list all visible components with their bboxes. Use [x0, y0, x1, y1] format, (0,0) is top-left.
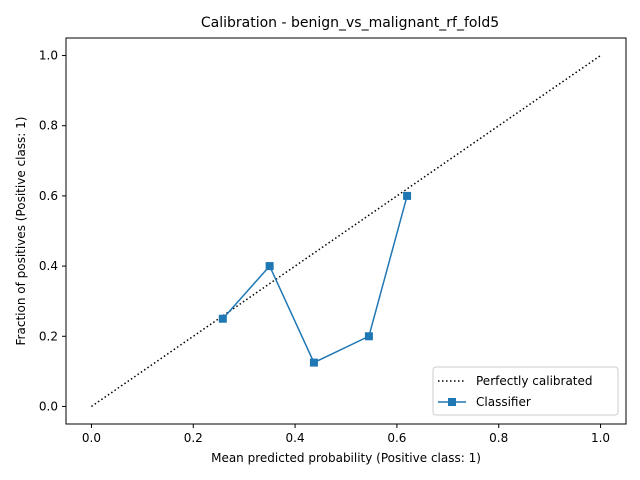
classifier-point — [364, 332, 373, 341]
y-tick-label: 0.8 — [39, 119, 58, 133]
x-tick-label: 0.6 — [387, 431, 406, 445]
classifier-line — [222, 195, 408, 364]
axes-frame — [65, 37, 627, 425]
classifier-point — [265, 262, 274, 271]
y-tick-label: 1.0 — [39, 49, 58, 63]
y-tick-label: 0.0 — [39, 399, 58, 413]
x-tick-label: 0.4 — [286, 431, 305, 445]
x-axis-label: Mean predicted probability (Positive cla… — [211, 451, 481, 465]
plot-area — [65, 37, 627, 425]
x-tick-label: 0.0 — [82, 431, 101, 445]
x-tick-label: 0.8 — [489, 431, 508, 445]
perfect-calibration-line — [91, 54, 601, 408]
legend-marker — [448, 398, 456, 406]
series-layer — [91, 54, 601, 408]
legend-box — [432, 366, 619, 416]
y-axis: 0.0 0.2 0.4 0.6 0.8 1.0 — [39, 49, 66, 413]
legend-label: Perfectly calibrated — [476, 374, 593, 388]
chart-title: Calibration - benign_vs_malignant_rf_fol… — [201, 15, 499, 31]
x-axis: 0.0 0.2 0.4 0.6 0.8 1.0 — [82, 424, 610, 445]
y-tick-label: 0.4 — [39, 259, 58, 273]
legend-label: Classifier — [476, 395, 531, 409]
x-tick-label: 0.2 — [184, 431, 203, 445]
x-tick-label: 1.0 — [591, 431, 610, 445]
y-axis-label: Fraction of positives (Positive class: 1… — [14, 117, 28, 346]
y-tick-label: 0.2 — [39, 329, 58, 343]
classifier-point — [218, 314, 227, 323]
legend: Perfectly calibrated Classifier — [432, 366, 619, 416]
classifier-point — [309, 358, 318, 367]
classifier-point — [403, 191, 412, 200]
y-tick-label: 0.6 — [39, 189, 58, 203]
